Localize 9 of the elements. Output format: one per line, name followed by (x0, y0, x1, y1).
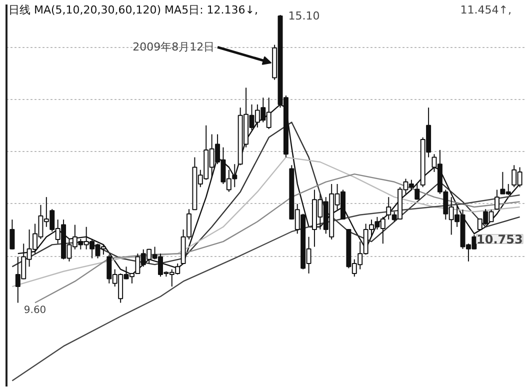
candlestick (10, 219, 15, 250)
candlestick (494, 189, 500, 210)
chart-title: 日线 MA(5,10,20,30,60,120) MA5日: 12.136↓, (8, 4, 258, 16)
annotation: 2009年8月12日 (132, 40, 215, 54)
annotation: 11.454↑, (460, 4, 512, 16)
annotation: 9.60 (24, 304, 46, 316)
candlestick (414, 183, 420, 200)
annotation: 10.753 (476, 232, 523, 246)
annotation: 15.10 (288, 9, 320, 22)
